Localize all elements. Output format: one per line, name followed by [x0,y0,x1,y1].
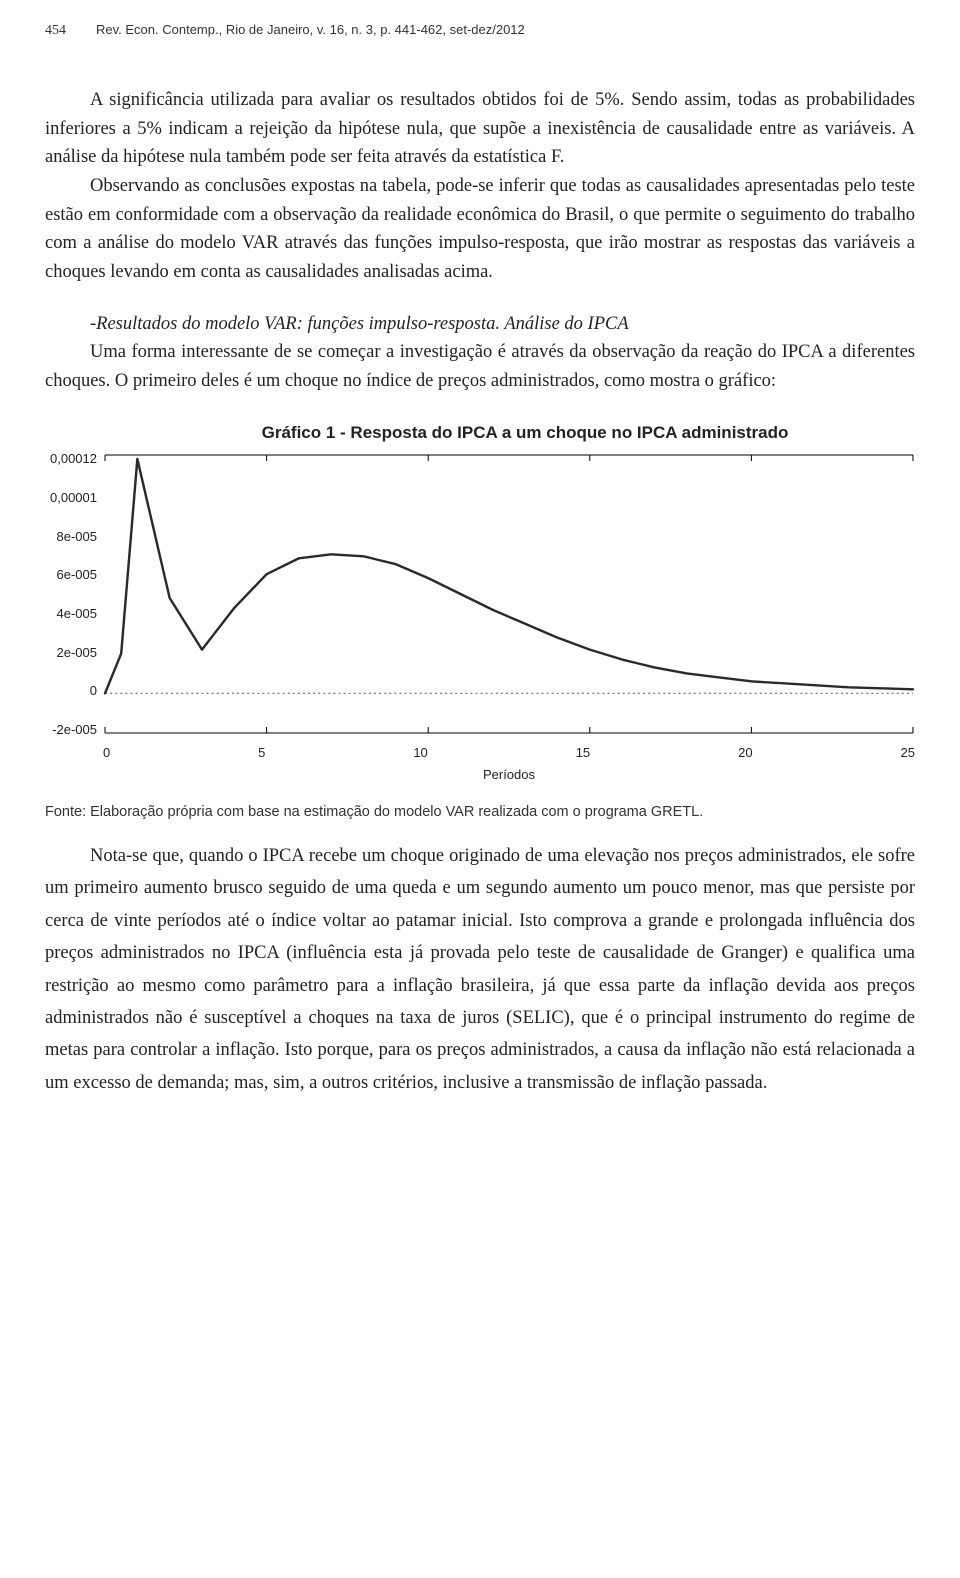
y-tick: 0,00012 [45,449,97,469]
y-tick: 0 [45,681,97,701]
y-tick: 8e-005 [45,527,97,547]
x-tick: 0 [103,743,110,763]
y-tick: 2e-005 [45,643,97,663]
body-paragraph-1: A significância utilizada para avaliar o… [45,86,915,172]
chart-container: Gráfico 1 - Resposta do IPCA a um choque… [45,420,915,785]
running-head: Rev. Econ. Contemp., Rio de Janeiro, v. … [96,20,525,41]
x-tick: 15 [576,743,590,763]
page-header: 454 Rev. Econ. Contemp., Rio de Janeiro,… [45,20,915,41]
chart-x-axis-title: Períodos [103,765,915,785]
body-paragraph-2: Observando as conclusões expostas na tab… [45,172,915,287]
y-tick: 0,00001 [45,488,97,508]
x-tick: 10 [413,743,427,763]
page-number: 454 [45,20,66,41]
y-tick: 6e-005 [45,565,97,585]
chart-source-note: Fonte: Elaboração própria com base na es… [45,802,915,824]
x-tick: 20 [738,743,752,763]
body-paragraph-3: Uma forma interessante de se começar a i… [45,338,915,395]
x-tick: 5 [258,743,265,763]
y-tick: 4e-005 [45,604,97,624]
chart-x-axis-labels: 0 5 10 15 20 25 [103,739,915,763]
body-paragraph-4: Nota-se que, quando o IPCA recebe um cho… [45,840,915,1099]
x-tick: 25 [900,743,914,763]
chart-y-axis-labels: 0,00012 0,00001 8e-005 6e-005 4e-005 2e-… [45,449,103,739]
chart-svg [103,449,915,739]
section-heading: -Resultados do modelo VAR: funções impul… [45,311,915,339]
y-tick: -2e-005 [45,720,97,740]
chart-title: Gráfico 1 - Resposta do IPCA a um choque… [135,420,915,446]
chart-plot-area [103,449,915,739]
